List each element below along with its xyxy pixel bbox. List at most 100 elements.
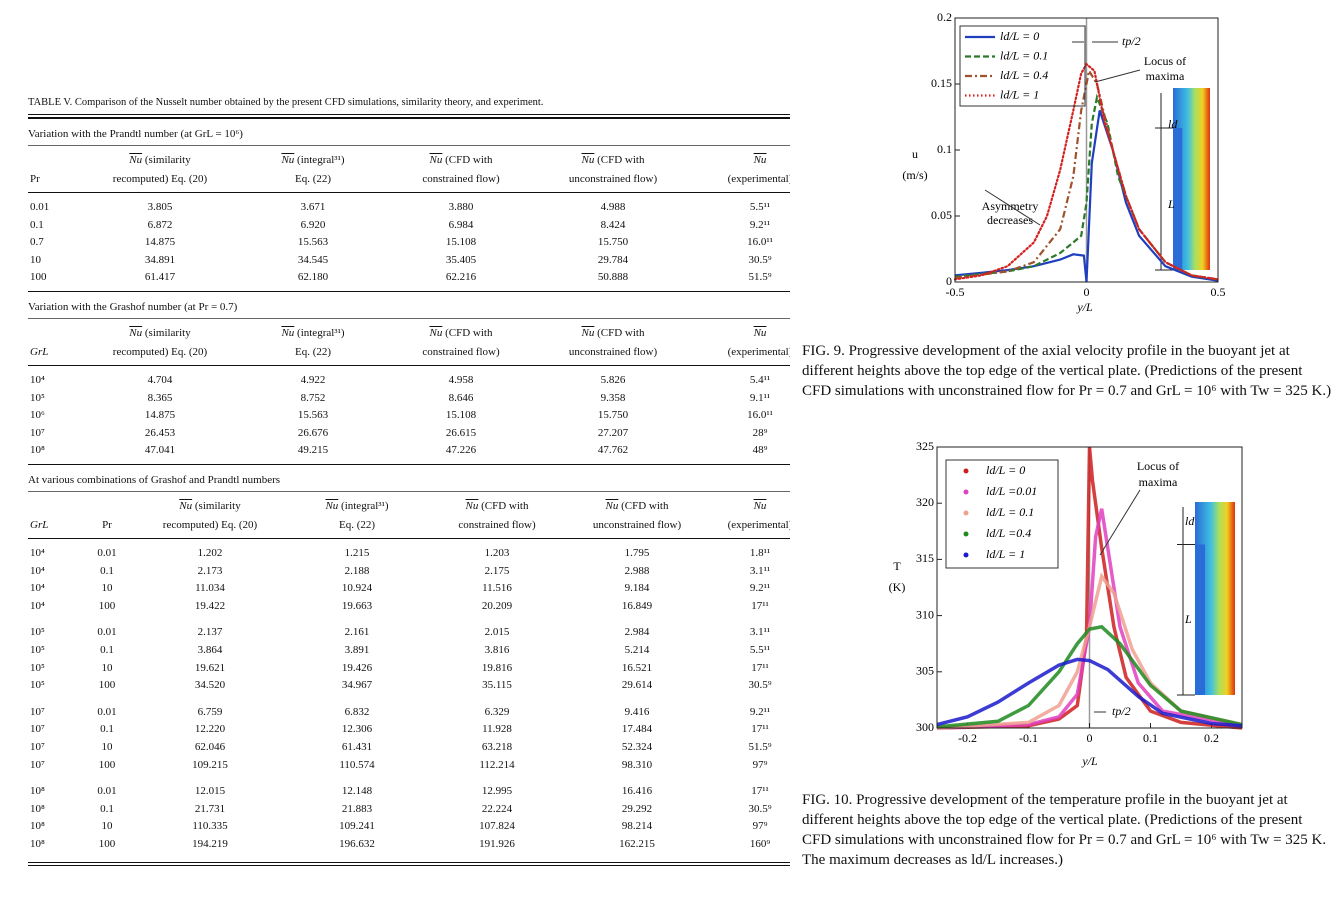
table-cell: 0.1 bbox=[100, 802, 114, 815]
table-cell: 107.824 bbox=[479, 820, 515, 833]
column-header: recomputed) Eq. (20) bbox=[112, 346, 208, 358]
nu-symbol: Nu bbox=[325, 500, 339, 512]
y-tick-label: 325 bbox=[916, 439, 934, 453]
table-cell: 10⁶ bbox=[30, 409, 45, 422]
table-cell: 10⁵ bbox=[30, 391, 45, 404]
column-header: Nu (CFD with bbox=[430, 327, 493, 340]
table-cell: 110.574 bbox=[339, 758, 375, 771]
table-cell: 10 bbox=[101, 741, 113, 753]
table-cell: 3.880 bbox=[448, 201, 474, 213]
legend-box bbox=[945, 459, 1059, 569]
column-header: unconstrained flow) bbox=[568, 173, 658, 185]
x-tick-label: -0.1 bbox=[1019, 731, 1038, 745]
table-cell: 6.329 bbox=[484, 705, 510, 718]
table-cell: 21.883 bbox=[341, 802, 373, 815]
header-text: (CFD with bbox=[594, 154, 645, 166]
table-cell: 16.416 bbox=[621, 785, 653, 798]
nu-symbol: Nu bbox=[753, 327, 767, 339]
table-cell: 0.1 bbox=[100, 564, 114, 577]
column-header: Pr bbox=[30, 173, 40, 185]
table-cell: 194.219 bbox=[192, 838, 228, 850]
header-text: (CFD with bbox=[442, 154, 493, 166]
table-cell: 4.922 bbox=[300, 374, 326, 386]
annotation: maxima bbox=[1146, 69, 1185, 83]
table-cell: 3.1¹¹ bbox=[749, 564, 771, 577]
table-cell: 15.750 bbox=[597, 236, 629, 249]
table-cell: 112.214 bbox=[479, 758, 515, 771]
table-cell: 35.115 bbox=[482, 679, 512, 692]
nu-symbol: Nu bbox=[581, 327, 595, 339]
table-cell: 34.967 bbox=[341, 679, 373, 692]
table-cell: 9.358 bbox=[600, 391, 626, 404]
legend-label: ld/L = 0.1 bbox=[1000, 48, 1048, 62]
table-cell: 50.888 bbox=[597, 271, 629, 284]
table-cell: 19.663 bbox=[341, 599, 373, 612]
table-cell: 34.520 bbox=[194, 679, 226, 692]
table-cell: 61.431 bbox=[341, 741, 373, 753]
table-cell: 10 bbox=[30, 253, 41, 266]
table-cell: 8.365 bbox=[147, 391, 173, 404]
column-header: Eq. (22) bbox=[338, 519, 376, 531]
table-cell: 10 bbox=[101, 582, 113, 595]
rule bbox=[28, 464, 790, 465]
column-header: Nu (integral³¹) bbox=[281, 154, 344, 167]
table-cell: 12.015 bbox=[194, 785, 226, 798]
header-text: (similarity bbox=[142, 327, 191, 339]
column-header: unconstrained flow) bbox=[568, 346, 658, 358]
annotation: maxima bbox=[1139, 475, 1178, 489]
table-cell: 47.041 bbox=[144, 444, 176, 457]
y-tick-label: 300 bbox=[916, 720, 934, 734]
section-heading: Variation with the Grashof number (at Pr… bbox=[28, 301, 238, 313]
series-line bbox=[936, 624, 1243, 729]
table-cell: 51.5⁹ bbox=[748, 741, 772, 753]
table-cell: 5.214 bbox=[624, 644, 650, 656]
table-cell: 3.891 bbox=[344, 644, 370, 656]
table-cell: 97⁹ bbox=[752, 820, 768, 833]
nu-symbol: Nu bbox=[753, 154, 767, 166]
annotation: L bbox=[1184, 612, 1192, 626]
table-cell: 9.184 bbox=[624, 582, 650, 595]
rule bbox=[28, 291, 790, 292]
y-tick-label: 315 bbox=[916, 551, 934, 565]
table-cell: 196.632 bbox=[339, 838, 375, 850]
table-cell: 22.224 bbox=[481, 802, 513, 815]
table-cell: 35.405 bbox=[445, 253, 477, 266]
table-cell: 0.7 bbox=[30, 236, 44, 249]
legend-label: ld/L = 1 bbox=[1000, 87, 1039, 101]
header-text: (CFD with bbox=[478, 500, 529, 512]
table-cell: 5.5¹¹ bbox=[749, 201, 771, 213]
table-cell: 2.188 bbox=[344, 564, 370, 577]
table-cell: 30.5⁹ bbox=[748, 802, 772, 815]
table-cell: 61.417 bbox=[144, 271, 176, 284]
column-header: unconstrained flow) bbox=[592, 519, 682, 531]
table-cell: 0.01 bbox=[30, 201, 50, 213]
header-text: (integral³¹) bbox=[294, 327, 345, 339]
legend-marker bbox=[963, 489, 969, 495]
nu-symbol: Nu bbox=[281, 327, 295, 339]
rule bbox=[28, 114, 790, 115]
table-cell: 62.216 bbox=[445, 271, 477, 284]
rule bbox=[28, 865, 790, 866]
header-text: (CFD with bbox=[594, 327, 645, 339]
legend-marker bbox=[963, 510, 969, 516]
table-cell: 10⁵ bbox=[30, 661, 45, 674]
column-header: Nu (similarity bbox=[129, 327, 190, 340]
table-cell: 17¹¹ bbox=[751, 785, 769, 798]
table-cell: 51.5⁹ bbox=[748, 271, 772, 284]
table-cell: 30.5⁹ bbox=[748, 679, 772, 692]
table-cell: 10⁷ bbox=[30, 723, 45, 736]
column-header: GrL bbox=[30, 519, 49, 531]
table-cell: 5.826 bbox=[600, 374, 626, 386]
table-cell: 4.958 bbox=[448, 374, 474, 386]
table-cell: 17¹¹ bbox=[751, 599, 769, 612]
nu-symbol: Nu bbox=[429, 327, 443, 339]
x-axis-label: y/L bbox=[1076, 300, 1093, 314]
column-header: (experimental) bbox=[727, 519, 790, 531]
table-cell: 12.220 bbox=[194, 723, 226, 736]
table-cell: 9.2¹¹ bbox=[749, 582, 771, 595]
rule bbox=[28, 318, 790, 319]
nu-symbol: Nu bbox=[129, 327, 143, 339]
nu-symbol: Nu bbox=[179, 500, 193, 512]
rule bbox=[28, 365, 790, 366]
